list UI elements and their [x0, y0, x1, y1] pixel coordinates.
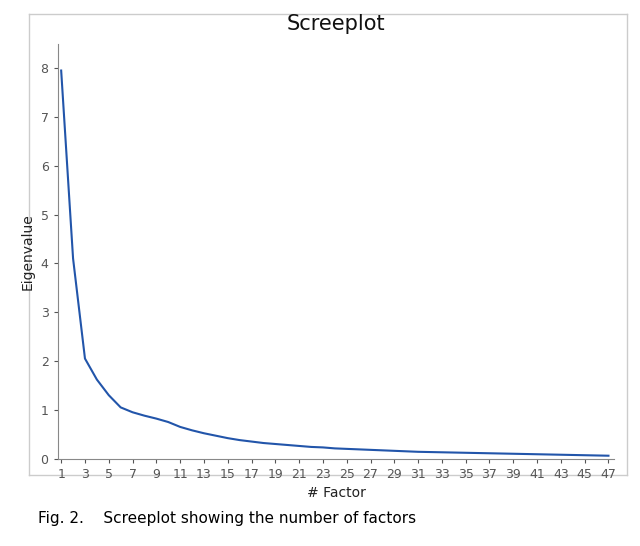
Text: Fig. 2.    Screeplot showing the number of factors: Fig. 2. Screeplot showing the number of … — [38, 511, 417, 526]
X-axis label: # Factor: # Factor — [307, 486, 365, 500]
Y-axis label: Eigenvalue: Eigenvalue — [21, 213, 35, 289]
Title: Screeplot: Screeplot — [287, 14, 385, 34]
